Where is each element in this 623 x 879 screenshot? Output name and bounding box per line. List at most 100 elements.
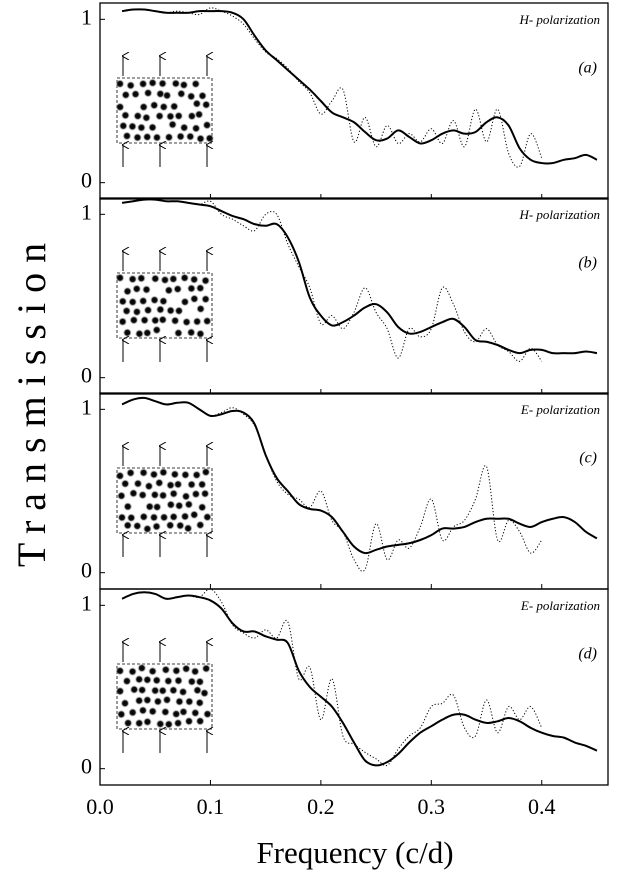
inset-rod bbox=[169, 101, 179, 112]
y-tick-label: 1 bbox=[81, 394, 92, 419]
inset-rod bbox=[178, 707, 189, 717]
inset-rod bbox=[169, 489, 179, 499]
inset-rod bbox=[122, 676, 132, 686]
inset-rod bbox=[180, 511, 190, 522]
inset-rod bbox=[171, 78, 181, 89]
panel-label: (c) bbox=[579, 450, 597, 467]
inset-rod bbox=[134, 329, 144, 339]
y-tick-label: 0 bbox=[81, 168, 92, 193]
inset-rod bbox=[122, 131, 132, 141]
inset-rod bbox=[149, 469, 159, 480]
inset-rod bbox=[123, 501, 133, 512]
inset-rod bbox=[150, 315, 160, 326]
inset-rod bbox=[184, 499, 194, 510]
inset-rod bbox=[148, 78, 158, 88]
series-line bbox=[121, 8, 598, 165]
inset-rod bbox=[192, 316, 202, 327]
inset-rod bbox=[122, 328, 132, 338]
inset-rod bbox=[175, 520, 185, 531]
panel-label: (d) bbox=[578, 646, 597, 663]
inset-rod bbox=[143, 305, 153, 315]
inset-rod bbox=[187, 677, 197, 687]
inset-rod bbox=[168, 685, 178, 695]
inset-rod bbox=[170, 316, 180, 326]
inset-rod bbox=[122, 306, 132, 316]
inset-rod bbox=[195, 329, 206, 339]
inset-rod bbox=[155, 719, 165, 729]
y-tick-label: 0 bbox=[81, 754, 92, 779]
y-tick-label: 1 bbox=[81, 4, 92, 29]
inset-rod bbox=[201, 294, 211, 304]
inset-rod bbox=[122, 286, 133, 296]
inset-rod bbox=[120, 698, 130, 708]
y-tick-label: 0 bbox=[81, 363, 92, 388]
inset-rod bbox=[132, 521, 142, 531]
inset-rod bbox=[142, 132, 152, 142]
inset-rod bbox=[128, 488, 139, 498]
inset-rod bbox=[197, 91, 208, 101]
inset-rod bbox=[195, 677, 205, 687]
inset-rod bbox=[174, 306, 184, 316]
inset-rod bbox=[116, 709, 126, 719]
inset-rod bbox=[168, 274, 178, 284]
inset-rod bbox=[191, 489, 201, 499]
inset-rod bbox=[173, 718, 183, 728]
inset-rod bbox=[183, 523, 193, 533]
inset-rod bbox=[164, 132, 174, 142]
inset-rod bbox=[141, 113, 151, 123]
series-line bbox=[122, 7, 543, 168]
inset-rod bbox=[142, 675, 152, 685]
inset-rod bbox=[187, 111, 197, 121]
inset-rod bbox=[152, 132, 162, 143]
inset-rod bbox=[160, 707, 170, 717]
inset-rod bbox=[144, 481, 154, 491]
inset-rod bbox=[200, 489, 210, 499]
inset-rod bbox=[185, 131, 195, 142]
inset-rod bbox=[133, 111, 143, 121]
inset-rod bbox=[139, 512, 149, 522]
inset-rod bbox=[123, 520, 133, 530]
inset-rod bbox=[201, 467, 211, 477]
inset-rod bbox=[179, 80, 189, 90]
inset-rod bbox=[147, 122, 158, 133]
inset-rod bbox=[180, 273, 190, 283]
series-line bbox=[121, 198, 598, 355]
inset-rod bbox=[134, 674, 144, 684]
inset-rod bbox=[150, 490, 160, 500]
inset-rod bbox=[154, 478, 164, 488]
inset-rod bbox=[129, 684, 139, 695]
inset-rod bbox=[164, 285, 174, 295]
x-tick-label: 0.4 bbox=[528, 794, 556, 819]
inset-rod bbox=[166, 305, 176, 316]
inset-rod bbox=[191, 123, 201, 133]
panel-annotation: H- polarization bbox=[518, 207, 600, 222]
inset-rod bbox=[173, 328, 184, 338]
inset-rod bbox=[134, 696, 144, 706]
inset-rod bbox=[128, 707, 138, 718]
inset-rod bbox=[133, 479, 143, 489]
inset-rod bbox=[176, 89, 186, 99]
panel-label: (b) bbox=[578, 255, 597, 272]
inset-rod bbox=[137, 663, 147, 673]
inset-rod bbox=[173, 676, 184, 686]
inset-rod bbox=[202, 316, 212, 326]
panel-annotation: H- polarization bbox=[518, 12, 600, 27]
inset-rod bbox=[132, 132, 143, 143]
inset-rod bbox=[165, 520, 175, 530]
inset-rod bbox=[189, 274, 199, 285]
inset-rod bbox=[115, 666, 125, 676]
inset-rod bbox=[157, 78, 168, 89]
inset-rod bbox=[130, 89, 141, 99]
inset-rod bbox=[153, 696, 163, 707]
inset-rod bbox=[142, 717, 153, 727]
inset-rod bbox=[159, 512, 169, 522]
inset-rod bbox=[145, 502, 155, 512]
inset-rod bbox=[161, 665, 171, 675]
inset-rod bbox=[139, 102, 149, 112]
inset-rod bbox=[171, 666, 181, 676]
x-axis-label: Frequency (c/d) bbox=[256, 835, 453, 870]
inset-rod bbox=[174, 111, 184, 121]
inset-rod bbox=[158, 296, 168, 306]
inset-rod bbox=[190, 666, 200, 677]
inset-rod bbox=[195, 520, 205, 530]
